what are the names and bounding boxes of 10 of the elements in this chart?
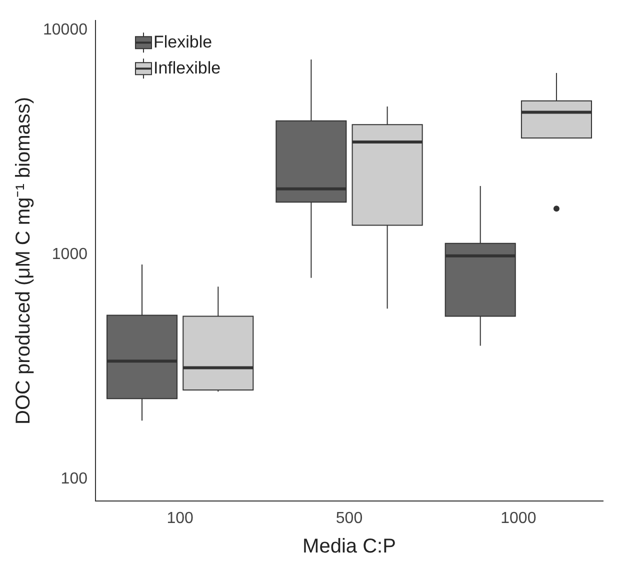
legend-label: Inflexible (153, 58, 221, 78)
x-tick-label: 500 (336, 510, 363, 527)
y-tick-label: 100 (60, 470, 88, 488)
y-axis-title: DOC produced (μM C mg⁻¹ biomass) (12, 96, 35, 424)
x-tick-label: 100 (166, 510, 194, 527)
y-tick-label: 1000 (52, 246, 88, 263)
y-tick-label: 10000 (42, 21, 88, 38)
x-axis-title: Media C:P (302, 536, 396, 558)
legend-label: Flexible (153, 32, 212, 52)
x-tick-label: 1000 (500, 510, 536, 527)
